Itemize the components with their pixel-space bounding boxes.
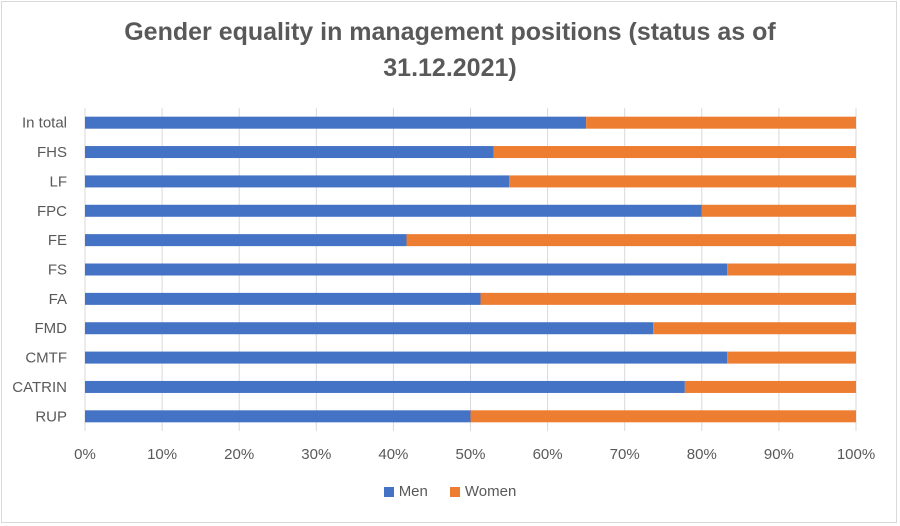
bar-women — [470, 410, 856, 423]
legend-item-women: Women — [449, 483, 517, 500]
x-tick-label: 0% — [74, 446, 96, 463]
bar-men — [85, 351, 728, 364]
bar-men — [85, 410, 471, 423]
y-tick-label: FA — [49, 291, 67, 308]
legend-item-men: Men — [383, 483, 428, 500]
bar-women — [493, 146, 856, 159]
bar-men — [85, 234, 407, 247]
bar-men — [85, 146, 494, 159]
chart-title: Gender equality in management positions … — [0, 14, 900, 86]
y-tick-label: FS — [48, 262, 67, 279]
x-tick-label: 100% — [837, 446, 875, 463]
x-tick-label: 60% — [533, 446, 563, 463]
x-tick-label: 90% — [764, 446, 794, 463]
legend-swatch-men — [383, 486, 394, 497]
bar-women — [653, 322, 856, 335]
legend: Men Women — [0, 483, 900, 500]
x-tick-label: 40% — [378, 446, 408, 463]
chart-title-line-2: 31.12.2021) — [383, 54, 517, 82]
bar-women — [727, 263, 856, 276]
y-tick-label: RUP — [35, 408, 67, 425]
y-tick-label: In total — [22, 115, 67, 132]
bar-women — [684, 380, 856, 393]
bar-women — [480, 292, 856, 305]
y-tick-label: CATRIN — [12, 379, 67, 396]
bar-men — [85, 175, 510, 188]
y-tick-label: CMTF — [25, 350, 67, 367]
bar-men — [85, 204, 702, 217]
bar-women — [701, 204, 856, 217]
legend-label-women: Women — [464, 483, 517, 500]
bar-women — [406, 234, 856, 247]
bar-men — [85, 263, 728, 276]
x-tick-label: 70% — [610, 446, 640, 463]
x-tick-label: 10% — [147, 446, 177, 463]
x-tick-label: 80% — [687, 446, 717, 463]
bar-men — [85, 116, 587, 129]
bar-women — [586, 116, 856, 129]
bar-men — [85, 380, 685, 393]
y-tick-label: FPC — [37, 203, 67, 220]
y-tick-label: LF — [49, 173, 67, 190]
bar-women — [727, 351, 856, 364]
legend-swatch-women — [449, 486, 460, 497]
x-tick-label: 20% — [224, 446, 254, 463]
legend-label-men: Men — [398, 483, 428, 500]
bar-women — [509, 175, 856, 188]
y-tick-label: FMD — [35, 320, 68, 337]
x-tick-label: 30% — [301, 446, 331, 463]
bar-men — [85, 292, 481, 305]
y-tick-label: FHS — [37, 144, 67, 161]
x-tick-label: 50% — [455, 446, 485, 463]
bar-men — [85, 322, 654, 335]
chart-title-line-1: Gender equality in management positions … — [124, 18, 776, 46]
y-tick-label: FE — [48, 232, 67, 249]
